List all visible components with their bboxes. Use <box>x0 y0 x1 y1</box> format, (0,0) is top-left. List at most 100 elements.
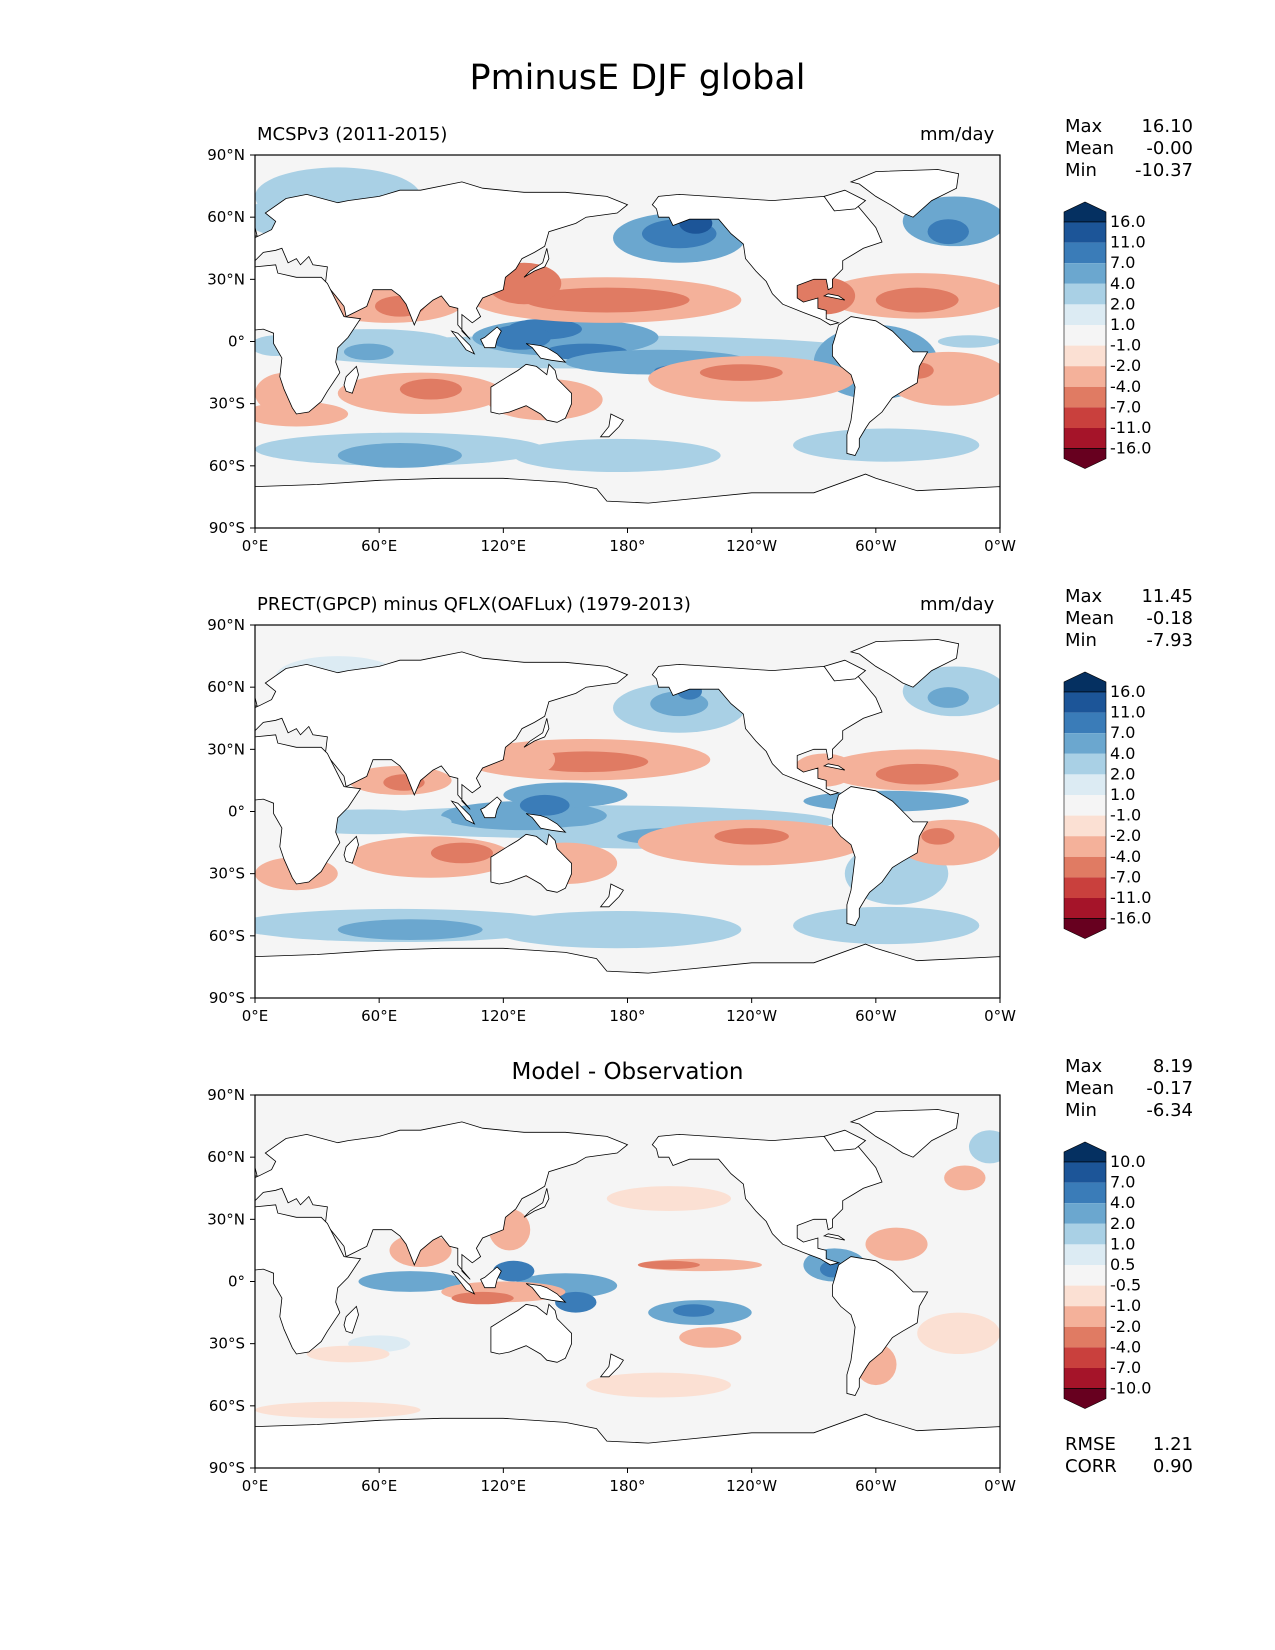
map-svg-model: 90°N 60°N 30°N 0° 30°S 60°S 90°S 0°E 60°E 120°E 1… <box>207 146 1016 555</box>
stat-min-label: Min <box>1065 1100 1097 1121</box>
stat-mean: -0.17 <box>1146 1078 1193 1099</box>
land-australia <box>490 1303 572 1363</box>
lon-tick-label: 180° <box>609 1477 645 1495</box>
contour-region <box>524 287 690 313</box>
colorbar-frame <box>1063 221 1107 449</box>
lon-tick-label: 0°W <box>984 1477 1016 1495</box>
colorbar-label: 7.0 <box>1110 1173 1135 1192</box>
land-model <box>255 169 1000 528</box>
lat-tick-label: 60°S <box>209 457 245 475</box>
colorbar-segment <box>1064 815 1106 837</box>
contour-region <box>917 1312 1000 1355</box>
contour-region <box>865 1227 928 1261</box>
panel-left-title: PRECT(GPCP) minus QFLX(OAFLux) (1979-201… <box>257 594 691 615</box>
land-africa <box>255 264 362 415</box>
land-baffin <box>823 659 867 682</box>
contour-region <box>875 763 959 785</box>
contour-region <box>699 364 783 381</box>
lon-tick-label: 120°E <box>481 1007 527 1025</box>
land-eurasia <box>255 1121 629 1280</box>
colorbar-segment <box>1064 1203 1106 1224</box>
land-new-guinea <box>525 1283 567 1303</box>
land-greenland <box>849 639 960 688</box>
lon-axis: 0°E 60°E 120°E 180° 120°W 60°W 0°W <box>242 1468 1016 1495</box>
colorbar-label: 16.0 <box>1110 212 1146 231</box>
stat-max: 16.10 <box>1141 116 1193 137</box>
colorbar: 16.0 11.07.0 4.02.0 1.0 -1.0-2.0 -4.0-7.0 -11.… <box>1063 671 1151 939</box>
land-antarctica <box>255 473 1000 528</box>
stat-min: -7.93 <box>1146 630 1193 651</box>
lon-tick-label: 120°E <box>481 537 527 555</box>
lon-tick-label: 60°W <box>855 537 897 555</box>
lat-tick-label: 90°N <box>207 146 245 164</box>
contour-region <box>337 443 462 468</box>
colorbar-label: 4.0 <box>1110 744 1135 763</box>
contour-region <box>451 1291 514 1305</box>
stat-max: 8.19 <box>1152 1056 1193 1077</box>
land-borneo <box>480 1266 502 1289</box>
colorbar-label: 1.0 <box>1110 785 1135 804</box>
panel-units: mm/day <box>920 594 995 615</box>
contour-region <box>524 751 649 773</box>
colorbar-label: -2.0 <box>1110 1317 1141 1336</box>
lon-tick-label: 0°E <box>242 537 269 555</box>
stat-mean: -0.00 <box>1146 138 1193 159</box>
contour-region <box>937 335 1000 348</box>
colorbar-segment <box>1064 733 1106 754</box>
colorbar: 16.0 11.07.0 4.02.0 1.0 -1.0-2.0 -4.0-7.0 -11.… <box>1063 201 1151 469</box>
colorbar-bottom-arrow <box>1063 918 1107 939</box>
lat-tick-label: 0° <box>228 803 245 821</box>
stat-min: -10.37 <box>1134 160 1193 181</box>
colorbar-label: -4.0 <box>1110 1337 1141 1356</box>
colorbar-segment <box>1064 386 1106 408</box>
lat-tick-label: 60°N <box>207 1148 245 1166</box>
colorbar-frame <box>1063 691 1107 919</box>
lat-tick-label: 30°N <box>207 740 245 758</box>
land-madagascar <box>343 835 359 864</box>
stat-mean-label: Mean <box>1065 1078 1115 1099</box>
land-cuba <box>822 763 846 771</box>
stat-min-label: Min <box>1065 630 1097 651</box>
contour-region <box>921 828 955 845</box>
colorbar-segment <box>1064 304 1106 325</box>
colorbar-segment <box>1064 1347 1106 1368</box>
land-baffin <box>823 189 867 212</box>
lat-tick-label: 90°S <box>209 1459 245 1477</box>
land-antarctica <box>255 943 1000 998</box>
contour-region <box>555 1291 597 1313</box>
rmse-value: 1.21 <box>1152 1434 1193 1455</box>
contour-region <box>306 1345 390 1363</box>
colorbar-bottom-arrow <box>1063 1388 1107 1409</box>
colorbar-label: -1.0 <box>1110 1296 1141 1315</box>
panel-units: mm/day <box>920 124 995 145</box>
colorbar-segment <box>1064 692 1106 713</box>
colorbar-label: -0.5 <box>1110 1276 1141 1295</box>
colorbar-label: -11.0 <box>1110 418 1151 437</box>
colorbar-label: -1.0 <box>1110 336 1141 355</box>
colorbar-segment <box>1064 795 1106 816</box>
lon-tick-label: 60°E <box>361 1477 397 1495</box>
colorbar-label: 7.0 <box>1110 253 1135 272</box>
panel-obs: 90°N 60°N 30°N 0° 30°S 60°S 90°S 0°E 60°E 120°E 1… <box>0 580 1275 1040</box>
colorbar-label: -7.0 <box>1110 1358 1141 1377</box>
contour-region <box>255 401 349 427</box>
rmse-label: RMSE <box>1065 1434 1116 1455</box>
colorbar-label: 10.0 <box>1110 1152 1146 1171</box>
lat-tick-label: 90°N <box>207 616 245 634</box>
land-sumatra <box>450 800 476 825</box>
colorbar-label: 7.0 <box>1110 723 1135 742</box>
land-japan <box>523 1188 550 1218</box>
stat-min-label: Min <box>1065 160 1097 181</box>
colorbar-segment <box>1064 1182 1106 1204</box>
lat-tick-label: 30°S <box>209 395 245 413</box>
lon-tick-label: 0°E <box>242 1007 269 1025</box>
colorbar-segment <box>1064 774 1106 795</box>
colorbar-label: -1.0 <box>1110 806 1141 825</box>
skill-scores: RMSE 1.21 CORR 0.90 <box>1065 1434 1193 1478</box>
contour-region <box>337 919 483 940</box>
colorbar-bottom-arrow <box>1063 448 1107 469</box>
land-africa <box>255 1204 362 1355</box>
colorbar-label: 4.0 <box>1110 274 1135 293</box>
contour-region <box>586 1372 731 1398</box>
land-greenland <box>849 169 960 218</box>
